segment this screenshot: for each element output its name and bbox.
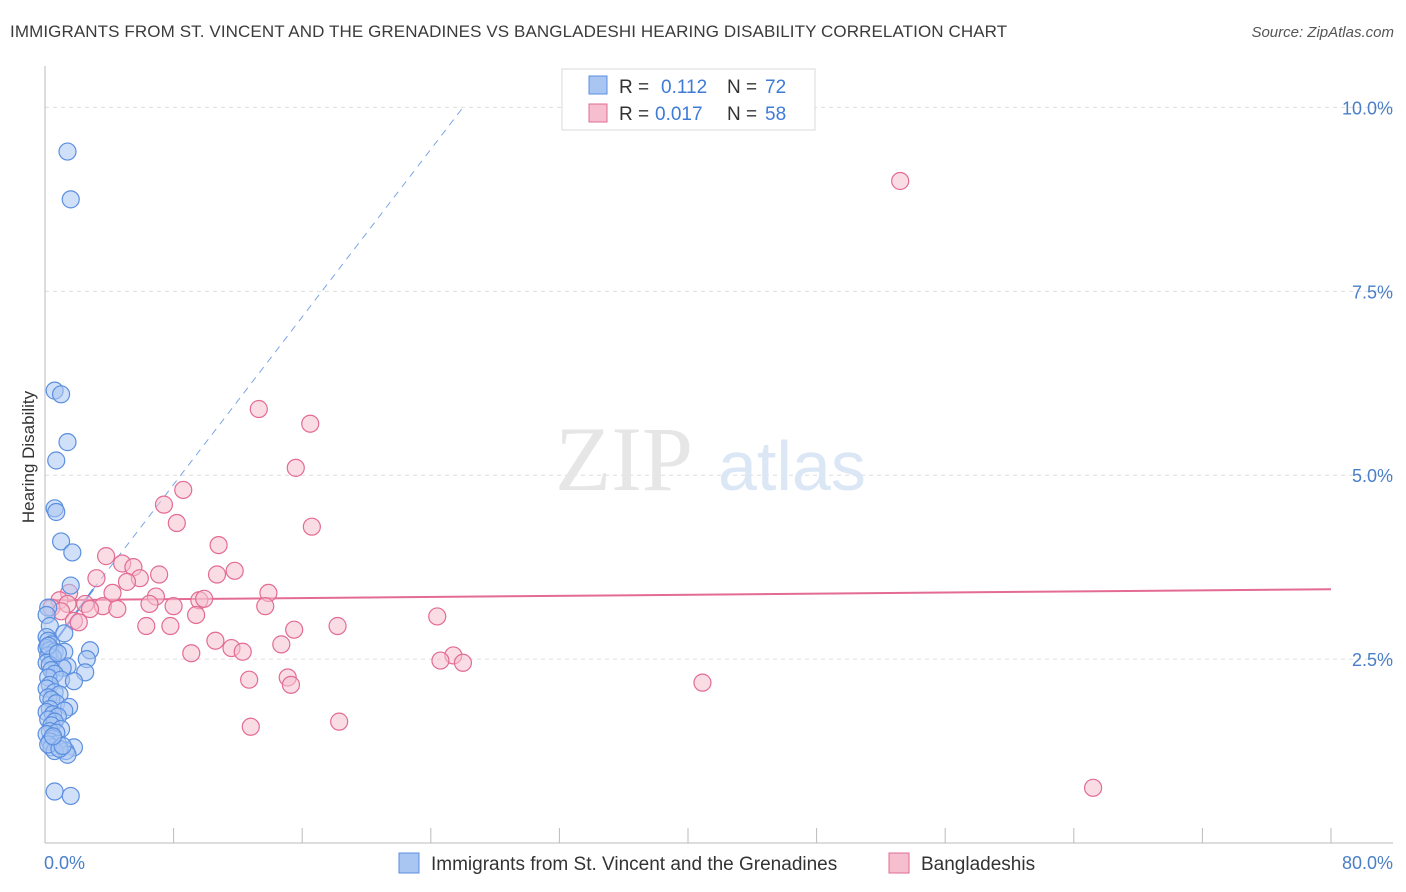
- x-tick-left: 0.0%: [44, 853, 85, 873]
- point-pink-23: [195, 589, 214, 608]
- watermark-zip: ZIP: [555, 408, 693, 510]
- point-pink-54: [693, 673, 712, 692]
- point-blue-0: [58, 142, 77, 161]
- y-tick-label-1: 5.0%: [1352, 466, 1393, 486]
- point-pink-43: [206, 631, 225, 650]
- point-blue-10: [61, 576, 80, 595]
- point-pink-56: [241, 717, 260, 736]
- point-pink-32: [80, 599, 100, 619]
- stats-n-value-blue: 72: [765, 77, 786, 98]
- stats-r-value-pink: 0.017: [655, 104, 703, 125]
- point-pink-41: [328, 616, 347, 636]
- point-pink-28: [140, 594, 159, 614]
- point-blue-3: [51, 385, 71, 404]
- point-pink-29: [164, 597, 183, 616]
- point-pink-49: [431, 651, 450, 670]
- trend-solid-1: [44, 588, 1332, 602]
- stats-r-value-blue: 0.112: [661, 77, 707, 98]
- y-tick-label-0: 2.5%: [1352, 650, 1393, 670]
- point-pink-47: [182, 644, 201, 663]
- series-legend: Immigrants from St. Vincent and the Gren…: [398, 852, 1035, 875]
- chart-source: Source: ZipAtlas.com: [1251, 24, 1394, 41]
- point-pink-7: [302, 517, 321, 536]
- point-pink-53: [281, 675, 301, 694]
- point-blue-14: [55, 624, 74, 643]
- point-blue-67: [43, 727, 63, 746]
- point-pink-40: [161, 616, 180, 636]
- point-pink-6: [167, 513, 186, 533]
- chart-title: IMMIGRANTS FROM ST. VINCENT AND THE GREN…: [10, 22, 1008, 41]
- point-pink-15: [87, 569, 106, 588]
- point-pink-4: [174, 480, 193, 500]
- point-pink-46: [233, 642, 252, 661]
- point-pink-2: [301, 414, 320, 433]
- stats-n-value-pink: 58: [765, 104, 786, 125]
- legend-label-blue: Immigrants from St. Vincent and the Gren…: [431, 854, 837, 875]
- point-blue-8: [51, 532, 71, 551]
- points-layer: [37, 142, 1103, 806]
- y-tick-label-3: 10.0%: [1342, 98, 1393, 118]
- point-pink-42: [285, 620, 304, 639]
- point-pink-50: [453, 653, 473, 672]
- point-pink-0: [891, 171, 910, 191]
- stats-swatch-blue: [588, 75, 608, 95]
- point-pink-30: [256, 597, 275, 616]
- point-pink-12: [225, 561, 244, 580]
- legend-swatch-pink: [888, 852, 910, 874]
- point-pink-33: [108, 599, 127, 619]
- point-blue-5: [47, 451, 66, 470]
- trend-dashed-0: [92, 107, 464, 590]
- point-pink-14: [207, 565, 227, 584]
- point-pink-44: [272, 635, 291, 654]
- point-pink-17: [117, 572, 137, 591]
- legend-label-pink: Bangladeshis: [921, 854, 1035, 875]
- point-pink-35: [187, 605, 206, 625]
- y-axis-label: Hearing Disability: [19, 390, 38, 523]
- point-pink-38: [69, 613, 88, 632]
- point-blue-9: [63, 543, 82, 562]
- point-blue-71: [48, 644, 67, 663]
- stats-r-label-pink: R =: [619, 104, 649, 125]
- point-blue-68: [45, 782, 64, 801]
- point-pink-36: [428, 607, 447, 626]
- point-pink-13: [150, 565, 169, 584]
- point-pink-52: [240, 670, 259, 689]
- point-pink-55: [330, 712, 349, 731]
- legend-swatch-blue: [398, 852, 420, 874]
- point-blue-69: [61, 786, 80, 806]
- point-pink-39: [137, 616, 156, 636]
- point-pink-5: [154, 495, 174, 514]
- point-blue-1: [61, 190, 80, 209]
- watermark-atlas: atlas: [718, 427, 866, 505]
- y-tick-label-2: 7.5%: [1352, 282, 1393, 302]
- point-pink-3: [286, 458, 305, 477]
- stats-n-label-pink: N =: [727, 104, 757, 125]
- point-blue-7: [47, 502, 66, 522]
- point-pink-1: [249, 399, 268, 419]
- grid-layer: [45, 106, 1393, 660]
- stats-r-label-blue: R =: [619, 77, 649, 98]
- point-blue-35: [64, 672, 84, 691]
- point-blue-4: [58, 433, 77, 452]
- point-pink-8: [209, 535, 228, 555]
- stats-swatch-pink: [588, 103, 608, 123]
- stats-legend: R = 0.112 N = 72 R = 0.017 N = 58: [561, 68, 816, 131]
- stats-n-label-blue: N =: [727, 77, 757, 98]
- x-tick-right: 80.0%: [1342, 853, 1393, 873]
- point-pink-9: [96, 547, 116, 566]
- point-pink-57: [1083, 778, 1103, 797]
